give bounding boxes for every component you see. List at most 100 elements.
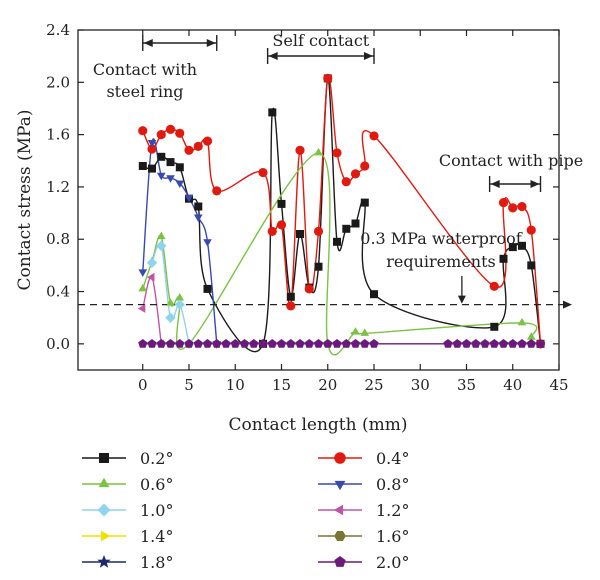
- data-point: [286, 292, 295, 301]
- data-point: [333, 237, 341, 246]
- data-point: [295, 339, 305, 348]
- series-curves: [142, 76, 542, 356]
- data-point: [138, 162, 147, 170]
- data-point: [526, 332, 536, 340]
- legend-marker: [334, 480, 346, 491]
- data-point: [258, 339, 268, 348]
- data-point: [166, 158, 175, 167]
- legend-item: 1.0°: [82, 501, 173, 520]
- data-point: [193, 214, 203, 222]
- data-point: [527, 261, 536, 270]
- data-point: [276, 339, 287, 348]
- arrowhead-right-icon: [530, 180, 540, 188]
- x-tick-label: 5: [184, 376, 194, 394]
- data-point: [304, 339, 314, 348]
- data-point: [332, 148, 342, 158]
- data-point: [313, 226, 324, 236]
- data-point: [360, 328, 370, 336]
- x-axis-title: Contact length (mm): [229, 415, 408, 435]
- data-point: [165, 312, 176, 323]
- legend-label: 1.6°: [376, 527, 409, 546]
- legend-marker: [334, 531, 346, 541]
- data-point: [156, 172, 166, 181]
- legend-item: 0.6°: [82, 475, 173, 494]
- data-point: [286, 339, 296, 348]
- data-point: [175, 163, 184, 172]
- self-contact-span: [266, 48, 375, 64]
- threshold-arrow-icon: [563, 300, 572, 309]
- data-point: [258, 167, 268, 178]
- data-point: [526, 339, 536, 348]
- data-point: [184, 145, 194, 155]
- waterproof-label: 0.3 MPa waterproof: [360, 229, 523, 248]
- data-point: [148, 164, 156, 173]
- data-point: [276, 220, 287, 230]
- data-point: [286, 301, 296, 311]
- x-tick-label: 20: [318, 376, 337, 394]
- annotations: Contact with steel ring Self contact Contac…: [93, 31, 583, 304]
- data-point: [490, 322, 499, 331]
- data-point: [452, 339, 462, 348]
- data-point: [212, 339, 222, 348]
- y-axis-title: Contact stress (MPa): [15, 110, 35, 291]
- data-point: [489, 281, 499, 291]
- data-point: [138, 126, 148, 136]
- y-tick-label: 0.4: [46, 283, 70, 301]
- data-point: [360, 339, 370, 348]
- data-point: [314, 147, 323, 156]
- y-tick-label: 2.0: [46, 73, 70, 91]
- data-point: [166, 175, 175, 183]
- y-tick-label: 0.0: [46, 335, 70, 353]
- data-point: [193, 141, 203, 151]
- legend-item: 1.2°: [318, 501, 409, 520]
- data-point: [184, 339, 194, 348]
- legend-marker: [99, 453, 109, 463]
- legend-item: 0.2°: [82, 449, 173, 468]
- arrowhead-left-icon: [490, 180, 500, 188]
- data-point: [147, 272, 155, 282]
- y-tick-label: 1.2: [46, 178, 70, 196]
- x-tick-label: 0: [138, 376, 148, 394]
- legend-item: 0.4°: [318, 449, 409, 468]
- arrowhead-right-icon: [364, 52, 373, 60]
- data-point: [175, 339, 185, 348]
- data-point: [157, 152, 166, 161]
- y-tick-label: 1.6: [46, 126, 70, 144]
- legend-marker: [98, 477, 110, 488]
- data-point: [350, 339, 361, 348]
- data-point: [508, 243, 517, 252]
- data-point: [517, 317, 527, 326]
- legend-label: 0.8°: [376, 475, 409, 494]
- data-point: [203, 284, 212, 293]
- data-point: [203, 239, 212, 247]
- data-point: [471, 339, 481, 348]
- data-point: [239, 339, 250, 348]
- plot-frame: [77, 29, 560, 371]
- data-point: [147, 140, 157, 148]
- data-point: [202, 136, 213, 146]
- data-point: [518, 241, 526, 250]
- legend-label: 1.4°: [140, 527, 173, 546]
- legend-label: 1.0°: [140, 501, 173, 520]
- data-point: [369, 131, 379, 141]
- axes: 0 5 10 15 20 25 30 35 40 45 0.0 0.4 0.8 1.2 1.6 2.0 2.4: [46, 21, 568, 394]
- data-point: [230, 339, 240, 348]
- series-curve-0: [142, 77, 542, 353]
- arrowhead-left-icon: [268, 52, 278, 60]
- data-point: [138, 283, 148, 292]
- legend-item: 1.8°: [82, 553, 173, 572]
- data-point: [351, 219, 360, 228]
- legend-marker: [97, 555, 111, 568]
- data-point: [175, 180, 185, 188]
- legend-label: 0.6°: [140, 475, 173, 494]
- data-point: [342, 224, 351, 233]
- data-point: [194, 202, 203, 211]
- series-curve-5: [142, 275, 162, 344]
- legend-label: 1.8°: [140, 553, 173, 572]
- data-point: [212, 186, 222, 196]
- data-point: [165, 124, 176, 134]
- x-tick-label: 40: [503, 376, 522, 394]
- series-markers: [137, 73, 546, 349]
- legend-label: 2.0°: [376, 553, 409, 572]
